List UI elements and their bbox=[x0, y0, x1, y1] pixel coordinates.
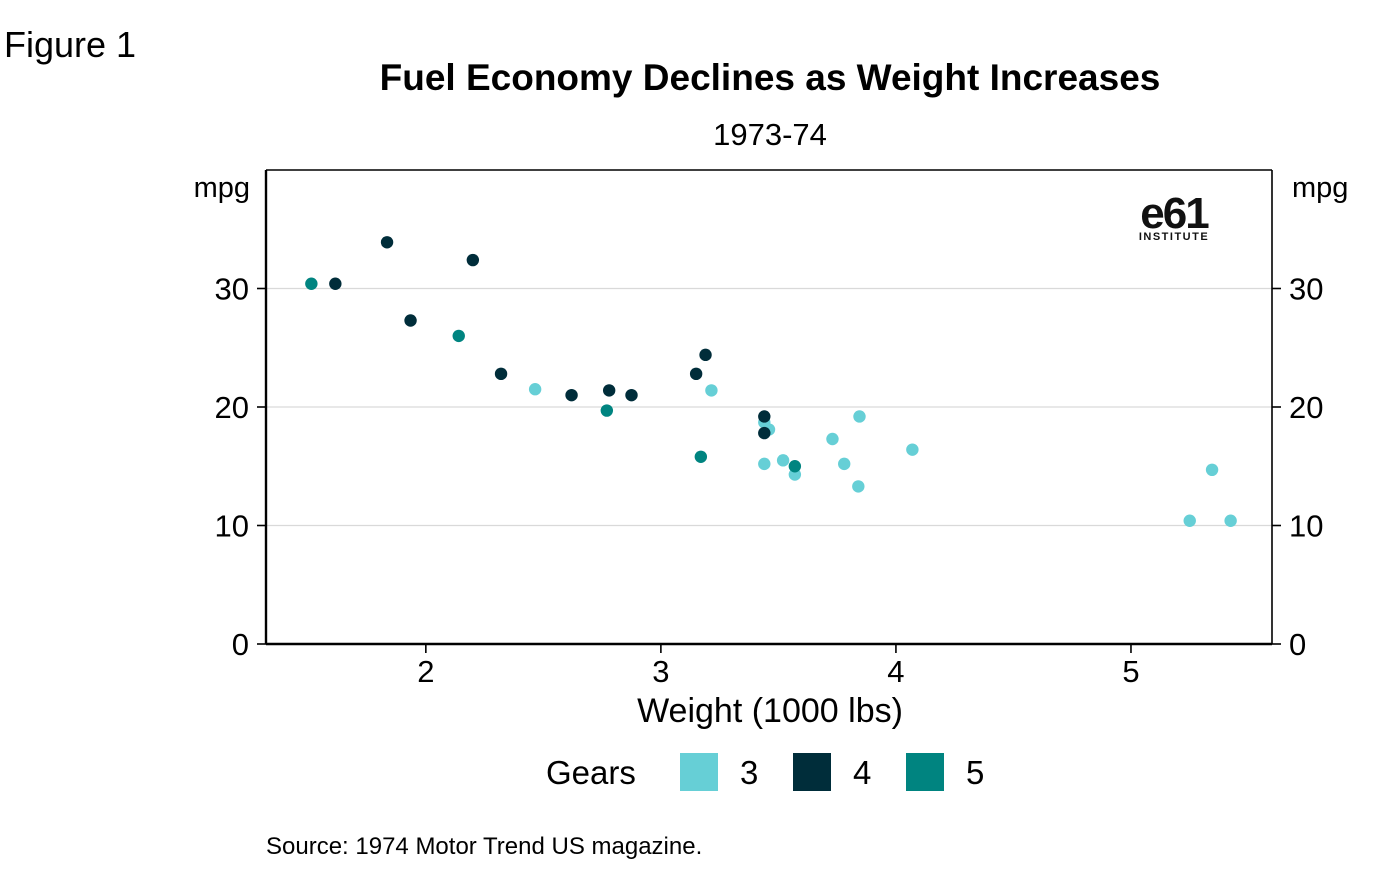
legend: Gears 3 4 5 bbox=[546, 753, 984, 791]
point-gear-3-12 bbox=[1183, 514, 1196, 527]
point-gear-4-11 bbox=[758, 426, 771, 440]
point-gear-5-1 bbox=[452, 329, 465, 343]
y-tick-label-right-10: 10 bbox=[1289, 509, 1323, 544]
y-tick-label-right-20: 20 bbox=[1289, 390, 1323, 425]
legend-label-gear-5: 5 bbox=[966, 754, 984, 791]
point-gear-3-10 bbox=[853, 410, 866, 423]
y-tick-label-left-0: 0 bbox=[232, 627, 249, 662]
x-tick-label-5: 5 bbox=[1122, 654, 1139, 689]
point-gear-5-3 bbox=[694, 450, 708, 463]
point-gear-3-7 bbox=[826, 432, 839, 446]
legend-label-gear-4: 4 bbox=[853, 754, 871, 791]
point-gear-4-9 bbox=[699, 348, 712, 362]
point-gear-3-11 bbox=[906, 443, 919, 456]
legend-label-gear-3: 3 bbox=[740, 754, 758, 791]
x-axis-label: Weight (1000 lbs) bbox=[637, 692, 903, 730]
x-tick-label-3: 3 bbox=[652, 654, 669, 689]
y-axis-label-right: mpg bbox=[1292, 172, 1348, 204]
point-gear-4-10 bbox=[758, 410, 771, 423]
point-gear-4-3 bbox=[466, 253, 480, 267]
e61-institute-logo: e61 INSTITUTE bbox=[1139, 189, 1211, 243]
point-gear-3-0 bbox=[528, 383, 542, 396]
y-tick-label-left-10: 10 bbox=[215, 509, 249, 544]
legend-swatch-gear-3 bbox=[680, 753, 718, 791]
legend-title: Gears bbox=[546, 754, 636, 791]
logo-mark: e61 bbox=[1140, 189, 1209, 238]
point-gear-3-9 bbox=[852, 480, 865, 493]
point-gear-4-6 bbox=[602, 384, 616, 397]
point-gear-4-1 bbox=[380, 236, 394, 249]
point-gear-3-1 bbox=[705, 384, 718, 397]
point-gear-3-13 bbox=[1205, 463, 1219, 477]
legend-swatch-gear-5 bbox=[906, 753, 944, 791]
point-gear-3-5 bbox=[758, 457, 771, 471]
y-tick-label-left-30: 30 bbox=[215, 272, 249, 307]
point-gear-4-0 bbox=[329, 277, 342, 290]
gridlines bbox=[266, 287, 1272, 527]
y-axis-label-left: mpg bbox=[194, 172, 250, 204]
point-gear-5-2 bbox=[600, 404, 614, 417]
point-gear-4-8 bbox=[689, 367, 703, 381]
figure-label: Figure 1 bbox=[4, 24, 136, 65]
point-gear-3-14 bbox=[1224, 514, 1237, 527]
data-points bbox=[305, 236, 1237, 527]
point-gear-5-4 bbox=[788, 460, 802, 473]
point-gear-4-2 bbox=[404, 314, 417, 327]
y-tick-label-right-30: 30 bbox=[1289, 272, 1323, 307]
y-tick-label-left-20: 20 bbox=[215, 390, 249, 425]
point-gear-4-5 bbox=[565, 388, 578, 402]
logo-text: INSTITUTE bbox=[1139, 231, 1209, 243]
x-tick-label-4: 4 bbox=[887, 654, 904, 689]
chart-title: Fuel Economy Declines as Weight Increase… bbox=[380, 57, 1161, 98]
point-gear-4-7 bbox=[625, 388, 638, 402]
point-gear-3-8 bbox=[838, 457, 851, 471]
x-tick-label-2: 2 bbox=[417, 654, 434, 689]
chart-subtitle: 1973-74 bbox=[713, 117, 827, 152]
axis-ticks: 0 0 10 10 20 20 30 30 2 3 4 5 bbox=[215, 272, 1324, 690]
y-tick-label-right-0: 0 bbox=[1289, 627, 1306, 662]
point-gear-3-6 bbox=[776, 454, 790, 467]
point-gear-4-4 bbox=[494, 367, 508, 381]
source-note: Source: 1974 Motor Trend US magazine. bbox=[266, 833, 702, 860]
legend-swatch-gear-4 bbox=[793, 753, 831, 791]
point-gear-5-0 bbox=[305, 277, 318, 290]
